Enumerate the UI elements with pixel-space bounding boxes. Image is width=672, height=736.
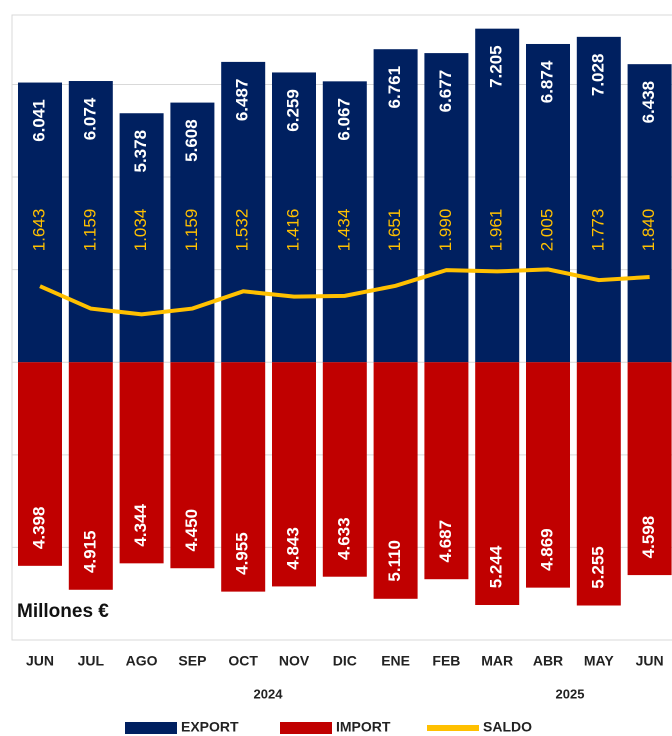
year-label: 2025 <box>556 686 585 701</box>
value-label: 5.378 <box>131 130 150 173</box>
value-label: 6.761 <box>385 66 404 109</box>
value-label: 1.159 <box>182 209 201 252</box>
x-tick-label: SEP <box>178 653 206 669</box>
annotation: Millones € <box>17 601 109 622</box>
value-label: 6.074 <box>80 97 99 140</box>
value-label: 1.773 <box>588 209 607 252</box>
value-label: 7.028 <box>588 54 607 97</box>
bar <box>18 362 62 566</box>
value-label: 6.259 <box>283 89 302 132</box>
value-label: 4.344 <box>131 504 150 547</box>
value-label: 4.843 <box>283 527 302 570</box>
bar <box>424 53 469 363</box>
value-label: 6.438 <box>639 81 658 124</box>
bar <box>322 362 367 577</box>
legend-swatch <box>280 722 332 734</box>
value-label: 1.961 <box>487 209 506 252</box>
bar <box>68 81 113 363</box>
x-tick-label: MAR <box>481 653 513 669</box>
bar <box>475 362 520 605</box>
value-label: 4.398 <box>29 507 48 550</box>
value-label: 7.205 <box>487 45 506 88</box>
value-label: 1.990 <box>436 209 455 252</box>
value-label: 4.450 <box>182 509 201 552</box>
value-label: 5.255 <box>588 546 607 589</box>
bar <box>526 43 570 363</box>
x-tick-label: ABR <box>533 653 563 669</box>
value-label: 6.677 <box>436 70 455 113</box>
value-label: 1.034 <box>131 209 150 252</box>
bar <box>221 362 266 592</box>
x-tick-label: JUN <box>636 653 664 669</box>
bar <box>68 362 113 590</box>
bar <box>272 362 316 587</box>
bar <box>576 362 621 606</box>
bar <box>424 362 469 580</box>
saldo-line <box>39 267 650 317</box>
value-label: 5.244 <box>487 545 506 588</box>
value-label: 6.041 <box>29 99 48 142</box>
x-tick-label: MAY <box>584 653 614 669</box>
bar <box>119 362 164 564</box>
value-label: 6.487 <box>233 79 252 122</box>
value-label: 4.598 <box>639 516 658 559</box>
value-label: 6.874 <box>537 60 556 103</box>
legend-label: SALDO <box>483 719 532 735</box>
legend-label: EXPORT <box>181 719 239 735</box>
value-label: 1.532 <box>233 209 252 252</box>
bar <box>170 362 215 569</box>
value-label: 1.651 <box>385 209 404 252</box>
value-label: 1.434 <box>334 209 353 252</box>
bar <box>322 81 367 363</box>
bar <box>221 61 266 363</box>
x-tick-label: DIC <box>333 653 357 669</box>
value-label: 4.687 <box>436 520 455 563</box>
bar <box>627 362 672 576</box>
bar <box>119 113 164 363</box>
bar <box>18 82 62 363</box>
value-label: 4.633 <box>334 517 353 560</box>
bar <box>526 362 570 588</box>
x-tick-label: ENE <box>381 653 410 669</box>
bar <box>170 102 215 363</box>
bar <box>373 362 418 599</box>
x-tick-label: JUN <box>26 653 54 669</box>
x-tick-label: NOV <box>279 653 310 669</box>
bar <box>272 72 316 363</box>
value-label: 5.608 <box>182 119 201 162</box>
value-label: 4.869 <box>537 528 556 571</box>
x-tick-label: JUL <box>78 653 105 669</box>
value-label: 4.955 <box>233 532 252 575</box>
value-label: 4.915 <box>80 530 99 573</box>
bar <box>475 28 520 363</box>
legend-swatch <box>427 725 479 731</box>
bar <box>373 49 418 363</box>
legend-label: IMPORT <box>336 719 391 735</box>
year-label: 2024 <box>254 686 284 701</box>
value-label: 1.159 <box>80 209 99 252</box>
value-label: 1.840 <box>639 209 658 252</box>
value-label: 5.110 <box>385 540 404 582</box>
value-label: 2.005 <box>537 209 556 252</box>
x-tick-label: AGO <box>126 653 158 669</box>
value-label: 6.067 <box>334 98 353 141</box>
bar <box>627 64 672 363</box>
value-label: 1.643 <box>29 209 48 252</box>
legend-swatch <box>125 722 177 734</box>
x-tick-label: FEB <box>432 653 460 669</box>
x-tick-label: OCT <box>228 653 258 669</box>
value-label: 1.416 <box>283 209 302 252</box>
bar <box>576 36 621 363</box>
